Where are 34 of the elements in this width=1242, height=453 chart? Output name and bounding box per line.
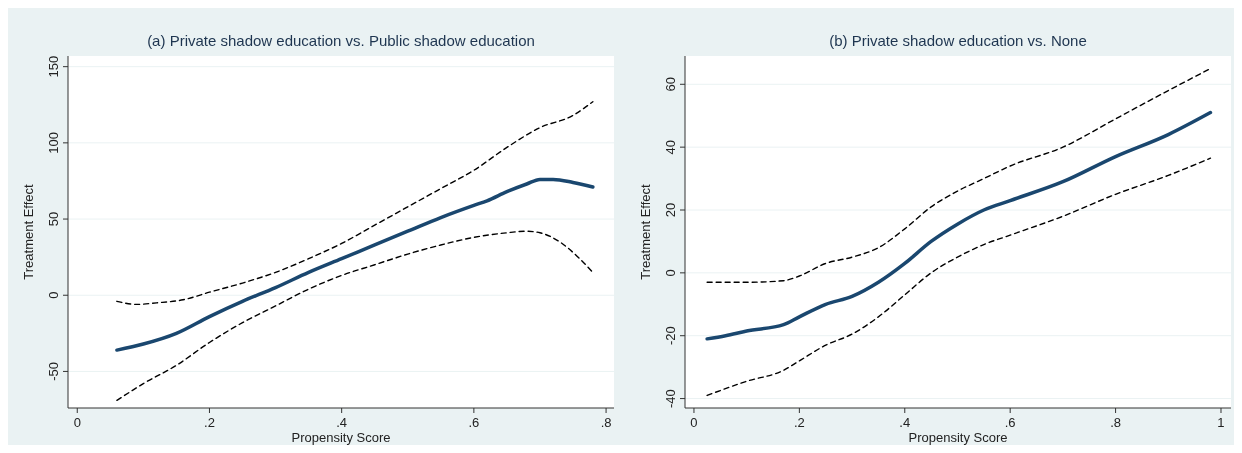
x-tick-label: 0 — [690, 415, 698, 430]
line-series — [706, 157, 1212, 397]
x-tick-label: .6 — [1004, 415, 1016, 430]
x-tick-label: .4 — [899, 415, 911, 430]
y-tick-label: 40 — [663, 139, 678, 155]
y-tick-label: 60 — [663, 77, 678, 92]
x-tick-label: 1 — [1217, 415, 1225, 430]
x-tick-label: .8 — [600, 415, 612, 430]
y-tick-label: 20 — [663, 202, 678, 218]
line-series — [115, 177, 595, 352]
x-axis-title: Propensity Score — [908, 430, 1008, 445]
chart-title: (a) Private shadow education vs. Public shadow education — [147, 32, 535, 49]
y-tick-label: -40 — [663, 389, 678, 408]
y-tick-label: -20 — [663, 326, 678, 346]
x-tick-label: 0 — [73, 415, 81, 430]
y-tick-label: 0 — [46, 291, 61, 299]
y-tick-label: -50 — [46, 362, 61, 381]
y-axis-title: Treatment Effect — [21, 183, 36, 280]
chart-title: (b) Private shadow education vs. None — [829, 32, 1087, 49]
x-tick-label: .6 — [468, 415, 480, 430]
x-tick-label: .2 — [793, 415, 805, 430]
x-tick-label: .4 — [336, 415, 348, 430]
y-tick-label: 100 — [46, 132, 61, 154]
line-series — [705, 110, 1213, 341]
y-tick-label: 150 — [46, 55, 61, 78]
y-tick-label: 50 — [46, 211, 61, 227]
y-axis-title: Treatment Effect — [638, 183, 653, 280]
line-series — [116, 230, 594, 402]
x-tick-label: .2 — [204, 415, 215, 430]
line-series — [116, 101, 594, 306]
y-tick-label: 0 — [663, 269, 678, 277]
x-tick-label: .8 — [1110, 415, 1121, 430]
line-series — [706, 67, 1212, 283]
x-axis-title: Propensity Score — [291, 430, 391, 445]
